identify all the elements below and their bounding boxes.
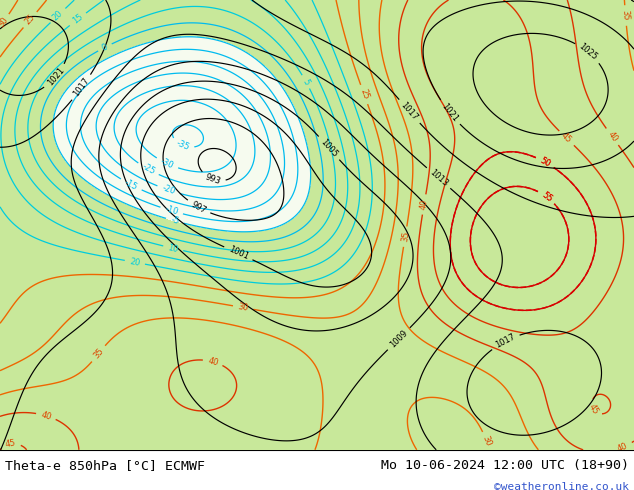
Text: 35: 35 [92, 347, 105, 361]
Text: 1017: 1017 [399, 100, 420, 122]
Text: -20: -20 [160, 184, 176, 196]
Text: 1021: 1021 [439, 101, 460, 123]
Text: 15: 15 [71, 12, 85, 26]
Text: 0: 0 [100, 42, 109, 52]
Text: 1021: 1021 [46, 66, 66, 88]
Text: 30: 30 [0, 16, 10, 29]
Text: 1009: 1009 [388, 328, 410, 349]
Text: 55: 55 [540, 190, 553, 204]
Text: 35: 35 [621, 10, 630, 21]
Text: 5: 5 [301, 77, 311, 86]
Text: 1017: 1017 [72, 76, 91, 98]
Text: 1013: 1013 [427, 168, 450, 188]
Text: -35: -35 [175, 139, 191, 152]
Text: 40: 40 [40, 410, 53, 421]
Text: 40: 40 [605, 130, 619, 144]
Text: 1025: 1025 [577, 42, 599, 62]
Text: 45: 45 [560, 131, 574, 145]
Text: 997: 997 [190, 199, 208, 215]
Text: Mo 10-06-2024 12:00 UTC (18+90): Mo 10-06-2024 12:00 UTC (18+90) [381, 459, 629, 471]
Text: Theta-e 850hPa [°C] ECMWF: Theta-e 850hPa [°C] ECMWF [5, 459, 205, 471]
Text: 45: 45 [5, 439, 16, 449]
Text: -30: -30 [159, 157, 175, 171]
Text: 25: 25 [23, 13, 37, 26]
Text: 50: 50 [538, 156, 552, 169]
Text: 45: 45 [587, 402, 600, 416]
Text: ©weatheronline.co.uk: ©weatheronline.co.uk [494, 482, 629, 490]
Text: 50: 50 [538, 156, 552, 169]
Text: 20: 20 [51, 9, 65, 23]
Text: -5: -5 [170, 216, 180, 226]
Text: -15: -15 [123, 177, 139, 192]
Text: 20: 20 [129, 257, 141, 268]
Text: 40: 40 [419, 198, 429, 210]
Text: 1017: 1017 [494, 332, 517, 350]
Text: 10: 10 [167, 243, 179, 254]
Text: 1005: 1005 [319, 137, 339, 159]
Text: 55: 55 [540, 190, 553, 204]
Text: 30: 30 [237, 302, 249, 313]
Text: 40: 40 [616, 441, 630, 454]
Text: -25: -25 [140, 162, 157, 176]
Text: 25: 25 [358, 88, 370, 101]
Text: 1001: 1001 [227, 245, 250, 262]
Text: 35: 35 [400, 231, 410, 243]
Text: 40: 40 [207, 356, 219, 368]
Text: -10: -10 [164, 204, 179, 217]
Text: 993: 993 [204, 172, 222, 186]
Text: 30: 30 [481, 435, 493, 448]
